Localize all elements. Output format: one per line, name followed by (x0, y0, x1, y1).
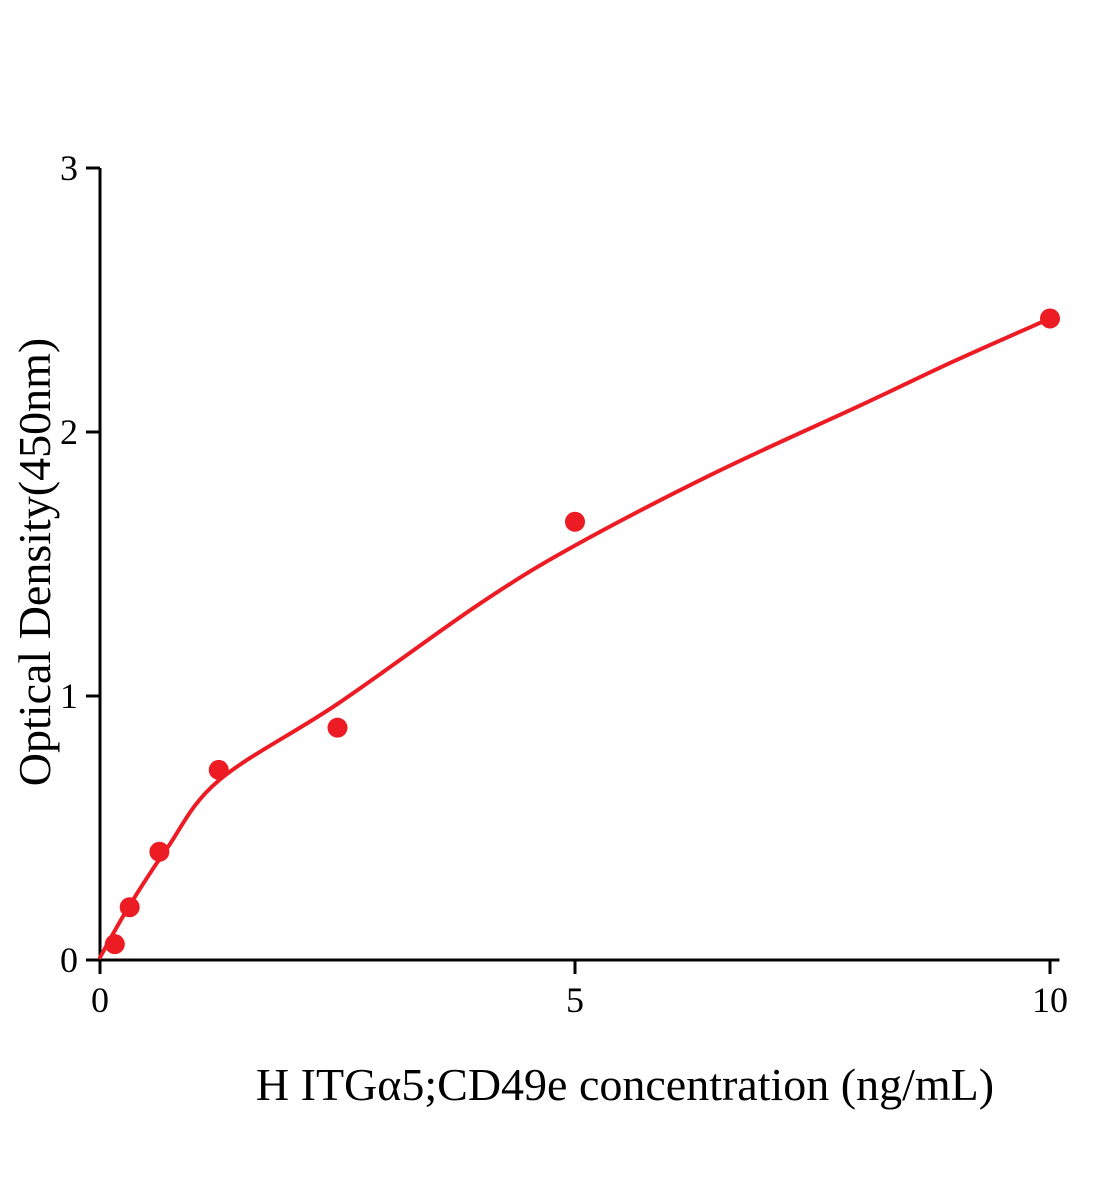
y-axis-title: Optical Density(450nm) (9, 338, 60, 786)
y-tick-label: 3 (60, 148, 78, 188)
data-point (104, 934, 125, 955)
x-tick-label: 0 (91, 980, 109, 1020)
data-point (327, 717, 348, 738)
x-tick-label: 5 (566, 980, 584, 1020)
fit-curve (98, 316, 1052, 960)
y-tick-label: 1 (60, 676, 78, 716)
x-tick-label: 10 (1032, 980, 1068, 1020)
ticks-layer: 0 5 10 0 1 2 3 (60, 148, 1068, 1020)
data-point (565, 511, 585, 532)
x-axis-title: H ITGα5;CD49e concentration (ng/mL) (256, 1059, 994, 1110)
y-tick-label: 0 (60, 940, 78, 980)
data-point (149, 841, 170, 862)
axes-layer (98, 168, 1060, 962)
data-point (208, 759, 229, 780)
data-point (1040, 308, 1060, 329)
y-tick-label: 2 (60, 412, 78, 452)
series-layer (98, 308, 1060, 960)
data-point (119, 897, 140, 918)
